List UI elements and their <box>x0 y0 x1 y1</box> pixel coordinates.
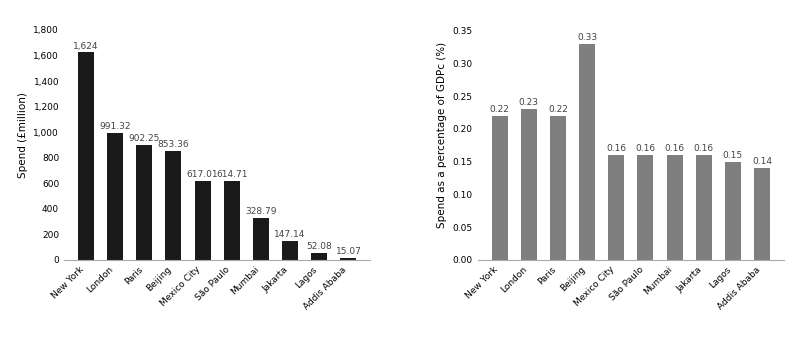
Bar <box>341 258 357 260</box>
Bar <box>638 155 654 260</box>
Bar <box>725 162 741 260</box>
Bar <box>107 133 123 260</box>
Bar <box>521 109 537 260</box>
Text: 15.07: 15.07 <box>335 247 362 256</box>
Bar <box>666 155 682 260</box>
Text: 0.16: 0.16 <box>606 144 626 153</box>
Bar <box>136 145 152 260</box>
Text: 614.71: 614.71 <box>216 170 247 179</box>
Bar <box>311 253 327 260</box>
Text: 853.36: 853.36 <box>158 140 190 149</box>
Bar <box>166 151 182 260</box>
Bar <box>282 241 298 260</box>
Y-axis label: Spend as a percentage of GDPc (%): Spend as a percentage of GDPc (%) <box>437 42 447 229</box>
Text: 1,624: 1,624 <box>73 42 98 51</box>
Text: 617.01: 617.01 <box>186 170 218 179</box>
Text: 0.16: 0.16 <box>665 144 685 153</box>
Text: 0.14: 0.14 <box>752 157 772 166</box>
Bar <box>253 218 269 260</box>
Text: 147.14: 147.14 <box>274 230 306 239</box>
Bar <box>550 116 566 260</box>
Bar <box>579 44 595 260</box>
Text: 0.23: 0.23 <box>518 98 538 107</box>
Text: 0.22: 0.22 <box>548 105 568 114</box>
Y-axis label: Spend (£million): Spend (£million) <box>18 92 28 178</box>
Bar <box>754 168 770 260</box>
Bar <box>608 155 624 260</box>
Bar <box>224 181 240 260</box>
Text: 0.15: 0.15 <box>723 151 743 160</box>
Text: 0.16: 0.16 <box>635 144 655 153</box>
Text: 0.22: 0.22 <box>490 105 510 114</box>
Bar <box>491 116 507 260</box>
Bar <box>696 155 712 260</box>
Bar <box>194 181 210 260</box>
Text: 52.08: 52.08 <box>306 242 332 251</box>
Bar <box>78 52 94 260</box>
Text: 991.32: 991.32 <box>99 122 131 131</box>
Text: 902.25: 902.25 <box>129 134 160 143</box>
Text: 328.79: 328.79 <box>245 207 277 216</box>
Text: 0.33: 0.33 <box>577 32 597 42</box>
Text: 0.16: 0.16 <box>694 144 714 153</box>
